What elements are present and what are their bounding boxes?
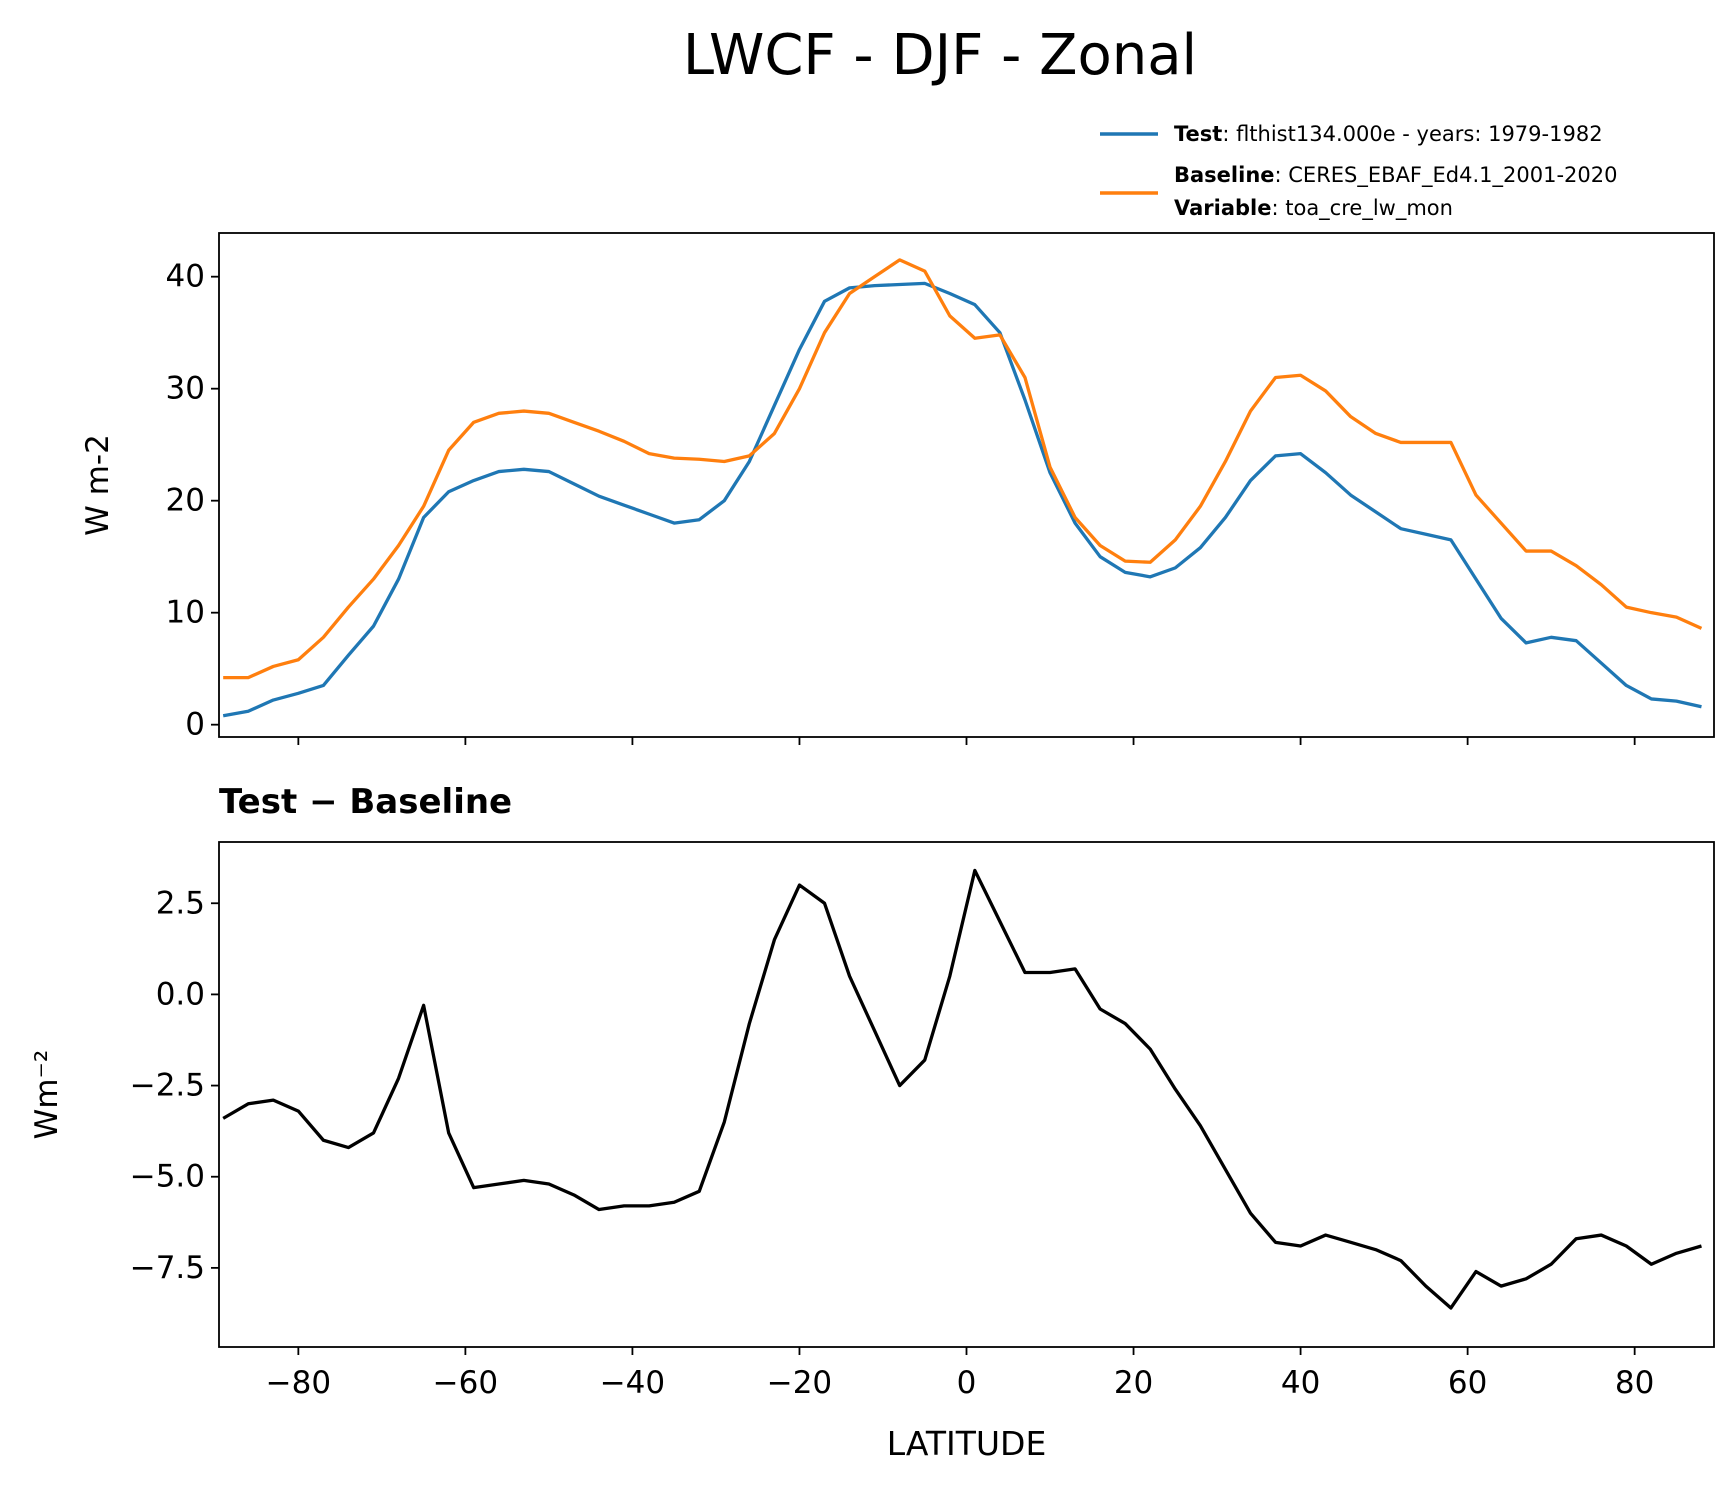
y-tick-label: 30	[166, 371, 205, 407]
legend-label: : toa_cre_lw_mon	[1271, 196, 1452, 221]
y-tick-label: 20	[166, 483, 205, 519]
legend-text: Variable: toa_cre_lw_mon	[1174, 196, 1453, 221]
y-tick-label: 40	[166, 259, 205, 295]
legend-text: Baseline: CERES_EBAF_Ed4.1_2001-2020	[1174, 163, 1617, 188]
x-tick-label: 20	[1114, 1365, 1153, 1401]
y-tick-label: 2.5	[156, 885, 205, 921]
legend-text: Test: flthist134.000e - years: 1979-1982	[1174, 122, 1603, 146]
chart-title: Test − Baseline	[219, 782, 512, 822]
legend-label: : flthist134.000e - years: 1979-1982	[1222, 122, 1602, 146]
x-tick-label: 80	[1615, 1365, 1654, 1401]
y-axis-label: Wm⁻²	[29, 1050, 65, 1140]
y-tick-label: 10	[166, 595, 205, 631]
x-tick-label: 60	[1448, 1365, 1487, 1401]
legend-name: Baseline	[1174, 163, 1275, 187]
legend-label: : CERES_EBAF_Ed4.1_2001-2020	[1275, 163, 1618, 188]
x-tick-label: −20	[767, 1365, 832, 1401]
axes-frame	[218, 232, 1715, 738]
legend-name: Test	[1174, 122, 1222, 146]
legend-name: Variable	[1174, 196, 1271, 220]
y-tick-label: −7.5	[130, 1250, 205, 1286]
axes-frame	[218, 841, 1715, 1348]
y-tick-label: −2.5	[130, 1068, 205, 1104]
data-line	[222, 868, 1702, 1310]
y-axis-label: W m-2	[80, 434, 116, 536]
y-tick-label: −5.0	[130, 1159, 205, 1195]
y-tick-label: 0.0	[156, 976, 205, 1012]
chart-title: LWCF - DJF - Zonal	[683, 23, 1197, 88]
data-line	[223, 258, 1703, 680]
x-tick-label: −60	[433, 1365, 498, 1401]
y-tick-label: 0	[185, 707, 205, 743]
x-tick-label: −40	[600, 1365, 665, 1401]
data-line	[222, 281, 1702, 718]
x-axis-label: LATITUDE	[887, 1424, 1047, 1463]
x-tick-label: 0	[957, 1365, 977, 1401]
x-tick-label: −80	[266, 1365, 331, 1401]
x-tick-label: 40	[1281, 1365, 1320, 1401]
